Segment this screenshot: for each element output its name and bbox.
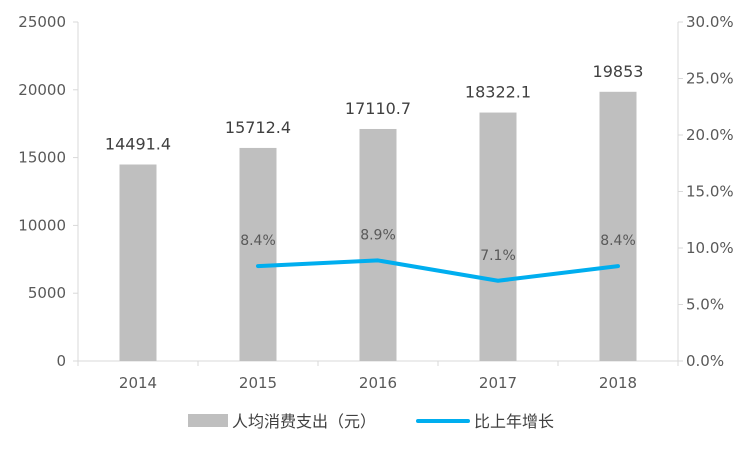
growth-line: [256, 258, 620, 283]
y-right-tick-label: 15.0%: [686, 183, 734, 201]
tick-labels: 0 5000 10000 15000 20000 25000 0.0% 5.0% 10.0% 15…: [18, 13, 733, 392]
y-right-tick-label: 30.0%: [686, 13, 734, 31]
y-left-tick-label: 25000: [18, 13, 66, 31]
bar-value-label: 17110.7: [345, 99, 411, 118]
y-right-tick-label: 0.0%: [686, 352, 724, 370]
line-value-label: 8.4%: [240, 233, 276, 249]
bar: [359, 128, 397, 361]
bar-value-label: 14491.4: [105, 134, 171, 153]
y-left-tick-label: 0: [56, 352, 66, 370]
line-series: [256, 258, 620, 283]
line-value-label: 8.9%: [360, 227, 396, 243]
bar: [119, 164, 157, 361]
y-left-tick-label: 15000: [18, 149, 66, 167]
legend-line-label: 比上年增长: [474, 412, 554, 431]
bar-series: [119, 91, 637, 361]
x-tick-label: 2014: [119, 374, 157, 392]
y-right-tick-label: 25.0%: [686, 70, 734, 88]
x-tick-label: 2018: [599, 374, 637, 392]
y-left-tick-label: 10000: [18, 216, 66, 234]
x-tick-label: 2017: [479, 374, 517, 392]
bar-value-label: 15712.4: [225, 118, 291, 137]
bar: [239, 147, 277, 361]
line-value-label: 7.1%: [480, 248, 516, 264]
data-labels: 14491.4 15712.4 17110.7 18322.1 19853 8.4% 8.9…: [105, 62, 644, 264]
y-left-tick-label: 20000: [18, 81, 66, 99]
legend-bar-label: 人均消费支出（元）: [232, 412, 376, 431]
y-right-tick-label: 5.0%: [686, 296, 724, 314]
line-value-label: 8.4%: [600, 233, 636, 249]
bar: [599, 91, 637, 361]
y-left-tick-label: 5000: [28, 284, 66, 302]
bar-value-label: 19853: [593, 62, 644, 81]
legend: 人均消费支出（元） 比上年增长: [188, 412, 554, 431]
x-tick-label: 2016: [359, 374, 397, 392]
x-tick-label: 2015: [239, 374, 277, 392]
legend-bar-swatch: [188, 414, 228, 427]
bar: [479, 112, 517, 361]
bar-value-label: 18322.1: [465, 83, 531, 102]
y-right-tick-label: 20.0%: [686, 126, 734, 144]
y-right-tick-label: 10.0%: [686, 239, 734, 257]
